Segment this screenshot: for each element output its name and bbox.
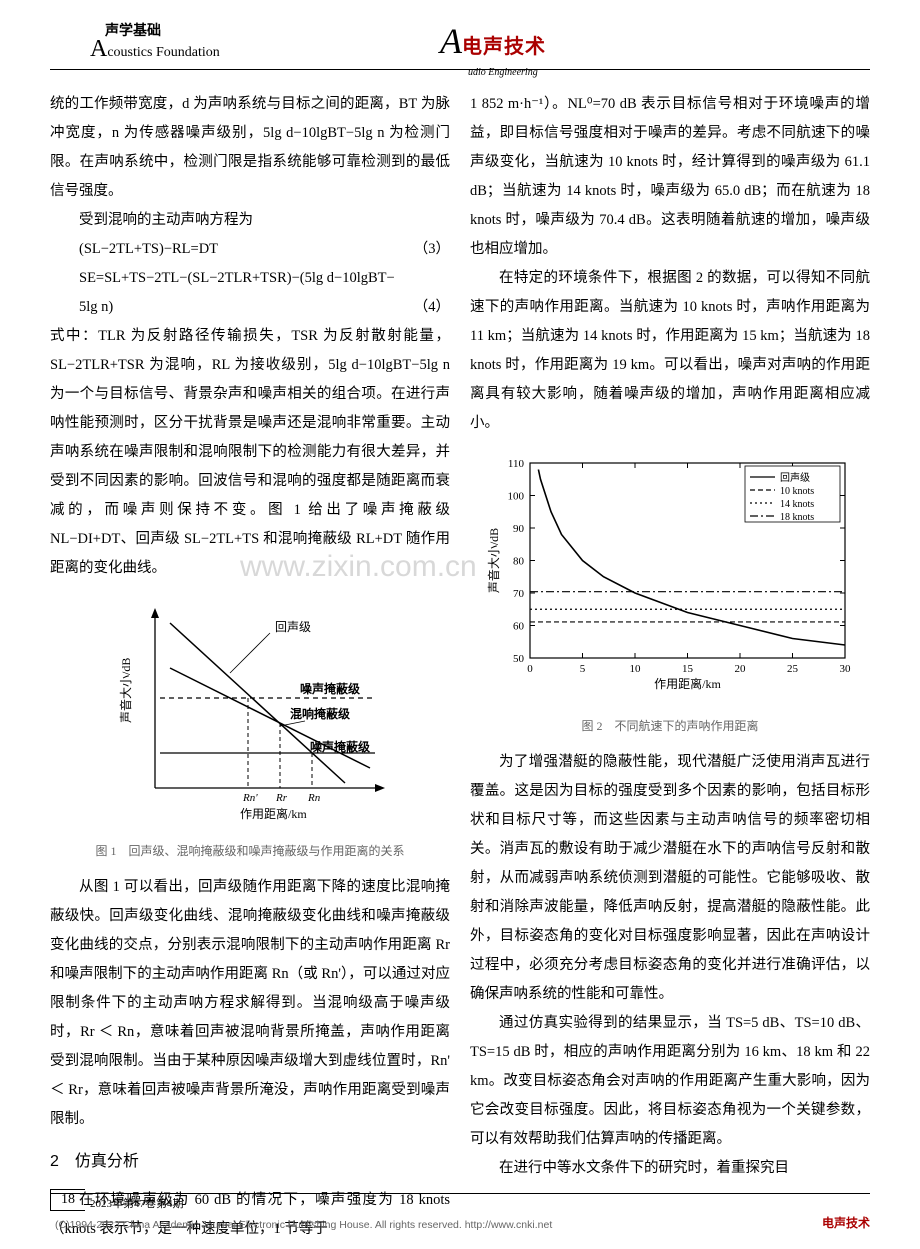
eq3-body: (SL−2TL+TS)−RL=DT: [79, 241, 218, 257]
page-number: 18: [50, 1189, 85, 1211]
fig1-xtick-2: Rr: [275, 792, 288, 804]
fig1-label-reverb: 混响掩蔽级: [290, 706, 350, 721]
page-header: 声学基础 Acoustics Foundation A电声技术 udio Eng…: [50, 0, 870, 70]
figure-2-svg: 50 60 70 80 90 100 110 0 5 10 15 20 25 30 回声级 10 knots 1…: [480, 448, 860, 698]
left-p4: 从图 1 可以看出，回声级随作用距离下降的速度比混响掩蔽级快。回声级变化曲线、混…: [50, 873, 450, 1134]
svg-text:5: 5: [580, 663, 586, 675]
svg-text:14 knots: 14 knots: [780, 499, 814, 510]
left-p3: 式中：TLR 为反射路径传输损失，TSR 为反射散射能量，SL−2TLR+TSR…: [50, 322, 450, 583]
svg-text:回声级: 回声级: [780, 471, 810, 484]
left-column: 统的工作频带宽度，d 为声呐系统与目标之间的距离，BT 为脉冲宽度，n 为传感器…: [50, 90, 450, 1244]
svg-text:80: 80: [513, 556, 525, 568]
right-p3: 为了增强潜艇的隐蔽性能，现代潜艇广泛使用消声瓦进行覆盖。这是因为目标的强度受到多…: [470, 748, 870, 1009]
right-p2: 在特定的环境条件下，根据图 2 的数据，可以得知不同航速下的声呐作用距离。当航速…: [470, 264, 870, 438]
figure-2-caption: 图 2 不同航速下的声呐作用距离: [470, 714, 870, 738]
eq4-num: （4）: [385, 293, 450, 322]
eq3: (SL−2TL+TS)−RL=DT （3）: [50, 235, 450, 264]
eq4a: SE=SL+TS−2TL−(SL−2TLR+TSR)−(5lg d−10lgBT…: [50, 264, 450, 293]
svg-text:100: 100: [508, 491, 525, 503]
svg-text:90: 90: [513, 523, 525, 535]
svg-text:30: 30: [840, 663, 852, 675]
left-p1: 统的工作频带宽度，d 为声呐系统与目标之间的距离，BT 为脉冲宽度，n 为传感器…: [50, 90, 450, 206]
eq3-num: （3）: [385, 235, 450, 264]
fig1-label-noise-low: 噪声掩蔽级: [310, 739, 370, 754]
text-columns: 统的工作频带宽度，d 为声呐系统与目标之间的距离，BT 为脉冲宽度，n 为传感器…: [50, 90, 870, 1244]
section-2-head: 2 仿真分析: [50, 1146, 450, 1178]
issue-info: 2023年第47卷第4期: [90, 1191, 184, 1211]
svg-text:10 knots: 10 knots: [780, 486, 814, 497]
section-en-initial: A: [90, 36, 107, 62]
figure-1: 回声级 混响掩蔽级 噪声掩蔽级 噪声掩蔽级 Rn' Rr Rn: [50, 593, 450, 834]
fig1-label-noise-high: 噪声掩蔽级: [300, 681, 360, 696]
fig1-xlabel: 作用距离/km: [240, 806, 307, 821]
svg-text:10: 10: [630, 663, 642, 675]
svg-text:70: 70: [513, 588, 525, 600]
fig1-ylabel: 声音大小/dB: [118, 658, 133, 723]
journal-en: udio Engineering: [468, 67, 538, 78]
left-p2: 受到混响的主动声呐方程为: [50, 206, 450, 235]
right-p1: 1 852 m·h⁻¹）。NL⁰=70 dB 表示目标信号相对于环境噪声的增益，…: [470, 90, 870, 264]
svg-text:20: 20: [735, 663, 747, 675]
copyright: (C)1994-2023 China Academic Journal Elec…: [55, 1219, 552, 1231]
svg-text:声音大小/dB: 声音大小/dB: [486, 528, 501, 593]
fig1-xtick-1: Rn': [242, 792, 258, 804]
eq4b: 5lg n) （4）: [50, 293, 450, 322]
eq4a-body: SE=SL+TS−2TL−(SL−2TLR+TSR)−(5lg d−10lgBT…: [79, 270, 395, 286]
svg-text:18 knots: 18 knots: [780, 512, 814, 523]
right-p5: 在进行中等水文条件下的研究时，着重探究目: [470, 1154, 870, 1183]
eq4b-body: 5lg n): [79, 299, 113, 315]
journal-a-mark: A: [440, 21, 462, 61]
right-column: 1 852 m·h⁻¹）。NL⁰=70 dB 表示目标信号相对于环境噪声的增益，…: [470, 90, 870, 1244]
section-title-en: Acoustics Foundation: [90, 36, 220, 63]
svg-text:0: 0: [527, 663, 533, 675]
fig1-label-echo: 回声级: [275, 620, 311, 634]
svg-text:15: 15: [682, 663, 694, 675]
figure-2: 50 60 70 80 90 100 110 0 5 10 15 20 25 30 回声级 10 knots 1…: [470, 448, 870, 709]
figure-1-svg: 回声级 混响掩蔽级 噪声掩蔽级 噪声掩蔽级 Rn' Rr Rn: [100, 593, 400, 823]
figure-1-caption: 图 1 回声级、混响掩蔽级和噪声掩蔽级与作用距离的关系: [50, 839, 450, 863]
svg-text:25: 25: [787, 663, 799, 675]
svg-text:60: 60: [513, 621, 525, 633]
right-p4: 通过仿真实验得到的结果显示，当 TS=5 dB、TS=10 dB、TS=15 d…: [470, 1009, 870, 1154]
svg-text:作用距离/km: 作用距离/km: [654, 676, 721, 691]
fig1-xtick-3: Rn: [307, 792, 321, 804]
svg-text:110: 110: [508, 458, 525, 470]
section-en-rest: coustics Foundation: [107, 45, 219, 60]
svg-text:50: 50: [513, 653, 525, 665]
footer-logo: 电声技术: [822, 1214, 870, 1231]
journal-cn: 电声技术: [462, 36, 546, 58]
journal-logo: A电声技术 udio Engineering: [440, 20, 546, 80]
